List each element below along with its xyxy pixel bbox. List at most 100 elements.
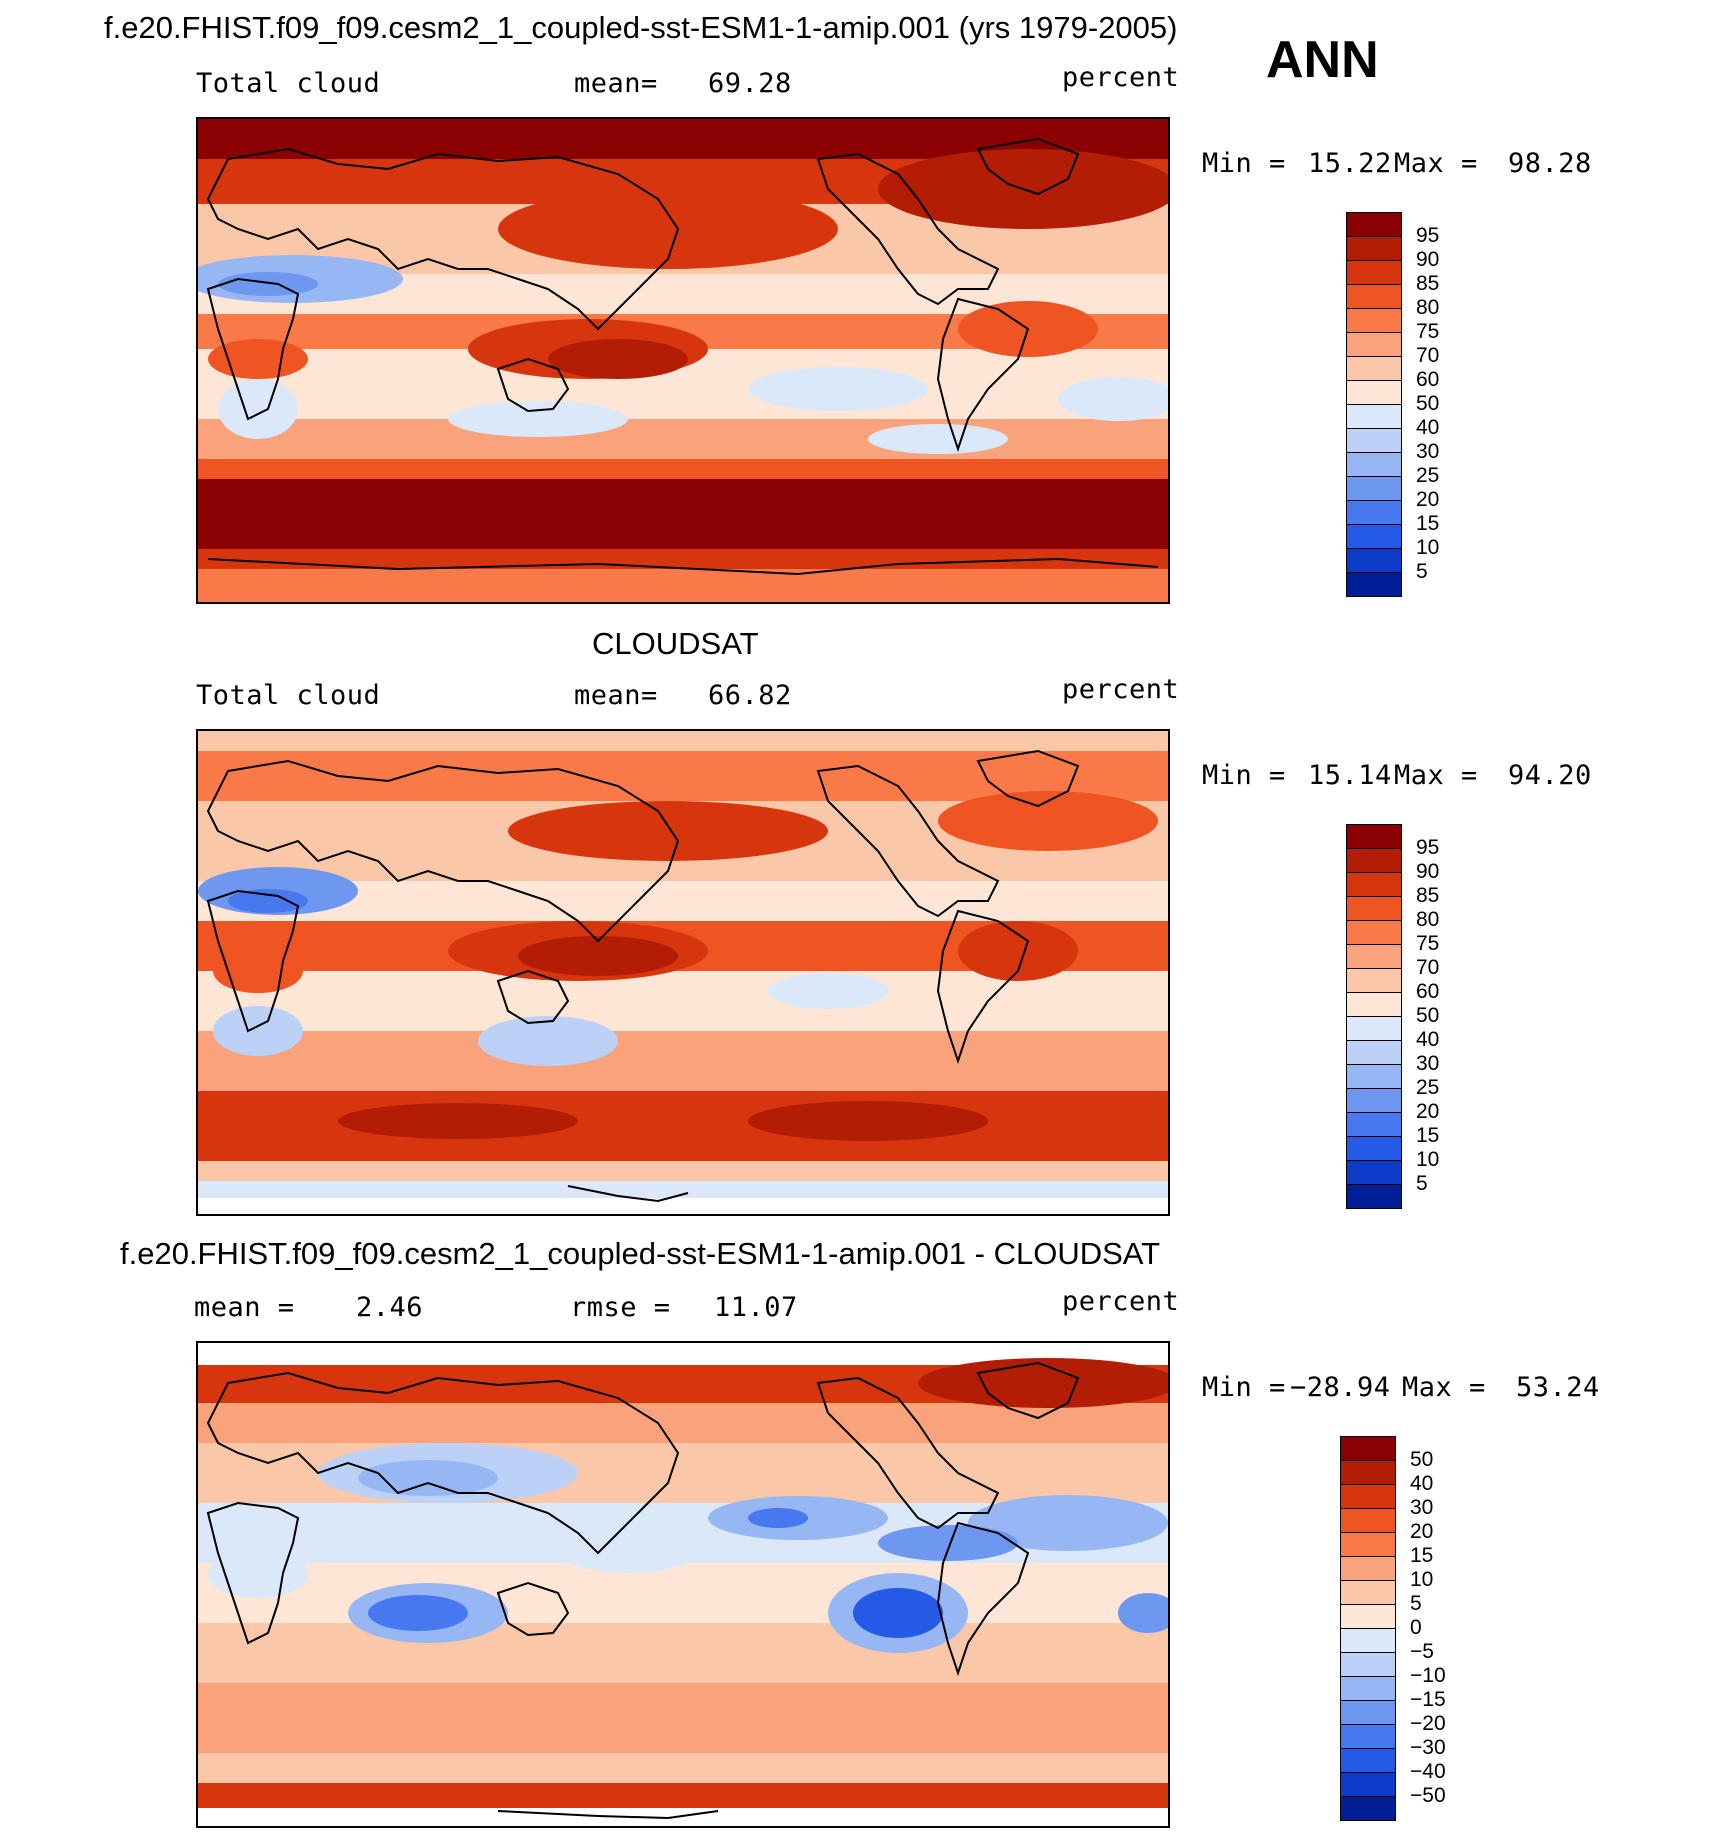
map-model: [196, 117, 1170, 604]
colorbar-model-tick-label: 25: [1416, 464, 1440, 487]
colorbar-diff-tick-label: 50: [1410, 1448, 1434, 1471]
colorbar-model-swatch: [1346, 380, 1402, 405]
colorbar-obs-swatch: [1346, 1160, 1402, 1185]
colorbar-model-swatch: [1346, 548, 1402, 573]
panel-model-max-value: 98.28: [1508, 148, 1592, 179]
colorbar-diff-swatch: [1340, 1460, 1396, 1485]
panel-model-min-label: Min =: [1202, 148, 1286, 179]
colorbar-diff-swatch: [1340, 1652, 1396, 1677]
colorbar-model-tick-label: 80: [1416, 296, 1440, 319]
colorbar-obs-tick-label: 10: [1416, 1148, 1440, 1171]
colorbar-obs-tick-label: 75: [1416, 932, 1440, 955]
panel-obs-max-label: Max =: [1394, 760, 1478, 791]
colorbar-obs-swatch: [1346, 872, 1402, 897]
colorbar-model-tick-label: 70: [1416, 344, 1440, 367]
colorbar-obs-swatch: [1346, 968, 1402, 993]
panel-diff-mean-label: mean =: [194, 1292, 295, 1323]
colorbar-model-swatch: [1346, 524, 1402, 549]
colorbar-diff-swatch: [1340, 1676, 1396, 1701]
colorbar-obs-swatch: [1346, 1016, 1402, 1041]
colorbar-model-swatch: [1346, 572, 1402, 597]
colorbar-obs-swatch: [1346, 992, 1402, 1017]
panel-diff-heading: f.e20.FHIST.f09_f09.cesm2_1_coupled-sst-…: [120, 1236, 1161, 1271]
colorbar-diff-tick-label: −15: [1410, 1688, 1446, 1711]
panel-model-variable: Total cloud: [196, 68, 381, 99]
panel-diff-min-value: −28.94: [1290, 1372, 1391, 1403]
map-obs: [196, 729, 1170, 1216]
colorbar-model-tick-label: 85: [1416, 272, 1440, 295]
colorbar-model-tick-label: 20: [1416, 488, 1440, 511]
panel-obs-max-value: 94.20: [1508, 760, 1592, 791]
panel-obs-heading: CLOUDSAT: [592, 626, 759, 661]
colorbar-obs-swatch: [1346, 848, 1402, 873]
colorbar-model-swatch: [1346, 332, 1402, 357]
colorbar-diff-swatch: [1340, 1724, 1396, 1749]
colorbar-obs-swatch: [1346, 1112, 1402, 1137]
colorbar-diff-swatch: [1340, 1484, 1396, 1509]
panel-diff-rmse-label: rmse =: [570, 1292, 671, 1323]
colorbar-obs-swatch: [1346, 1184, 1402, 1209]
colorbar-model-swatch: [1346, 284, 1402, 309]
colorbar-diff-swatch: [1340, 1700, 1396, 1725]
colorbar-diff-tick-label: −5: [1410, 1640, 1434, 1663]
map-diff-plot: [198, 1343, 1168, 1826]
colorbar-obs-tick-label: 90: [1416, 860, 1440, 883]
colorbar-model-tick-label: 15: [1416, 512, 1440, 535]
colorbar-obs-tick-label: 80: [1416, 908, 1440, 931]
panel-obs-min-value: 15.14: [1308, 760, 1392, 791]
colorbar-model-swatch: [1346, 476, 1402, 501]
panel-obs-mean-value: 66.82: [708, 680, 792, 711]
colorbar-diff-swatch: [1340, 1748, 1396, 1773]
panel-diff-units: percent: [1062, 1286, 1180, 1317]
colorbar-diff-tick-label: 10: [1410, 1568, 1434, 1591]
colorbar-obs-tick-label: 60: [1416, 980, 1440, 1003]
colorbar-model-swatch: [1346, 236, 1402, 261]
colorbar-diff-tick-label: 5: [1410, 1592, 1422, 1615]
colorbar-diff-swatch: [1340, 1604, 1396, 1629]
colorbar-diff-tick-label: 40: [1410, 1472, 1434, 1495]
panel-model-min-value: 15.22: [1308, 148, 1392, 179]
colorbar-diff-tick-label: −40: [1410, 1760, 1446, 1783]
colorbar-diff-tick-label: −10: [1410, 1664, 1446, 1687]
colorbar-model-swatch: [1346, 356, 1402, 381]
colorbar-diff-tick-label: 20: [1410, 1520, 1434, 1543]
figure-title: f.e20.FHIST.f09_f09.cesm2_1_coupled-sst-…: [104, 10, 1178, 45]
colorbar-diff-swatch: [1340, 1556, 1396, 1581]
panel-diff-rmse-value: 11.07: [714, 1292, 798, 1323]
colorbar-model-swatch: [1346, 260, 1402, 285]
colorbar-obs-swatch: [1346, 824, 1402, 849]
colorbar-model-tick-label: 50: [1416, 392, 1440, 415]
colorbar-obs-swatch: [1346, 944, 1402, 969]
colorbar-obs-swatch: [1346, 1040, 1402, 1065]
colorbar-diff-tick-label: −20: [1410, 1712, 1446, 1735]
colorbar-obs-swatch: [1346, 896, 1402, 921]
panel-diff-mean-value: 2.46: [356, 1292, 424, 1323]
colorbar-model-tick-label: 95: [1416, 224, 1440, 247]
colorbar-diff-swatch: [1340, 1796, 1396, 1821]
panel-model-mean-label: mean=: [574, 68, 658, 99]
colorbar-diff-tick-label: 0: [1410, 1616, 1422, 1639]
colorbar-obs-tick-label: 95: [1416, 836, 1440, 859]
colorbar-obs-tick-label: 30: [1416, 1052, 1440, 1075]
colorbar-model-tick-label: 30: [1416, 440, 1440, 463]
panel-obs-variable: Total cloud: [196, 680, 381, 711]
colorbar-obs-tick-label: 25: [1416, 1076, 1440, 1099]
colorbar-diff-swatch: [1340, 1628, 1396, 1653]
colorbar-model-tick-label: 75: [1416, 320, 1440, 343]
colorbar-model-tick-label: 90: [1416, 248, 1440, 271]
colorbar-model-swatch: [1346, 500, 1402, 525]
season-label: ANN: [1266, 31, 1379, 89]
colorbar-obs-swatch: [1346, 1088, 1402, 1113]
colorbar-diff-swatch: [1340, 1772, 1396, 1797]
colorbar-obs-tick-label: 20: [1416, 1100, 1440, 1123]
colorbar-obs-swatch: [1346, 920, 1402, 945]
colorbar-diff-swatch: [1340, 1436, 1396, 1461]
colorbar-diff-swatch: [1340, 1532, 1396, 1557]
panel-diff-min-label: Min =: [1202, 1372, 1286, 1403]
colorbar-model-tick-label: 5: [1416, 560, 1428, 583]
colorbar-obs-tick-label: 50: [1416, 1004, 1440, 1027]
colorbar-obs-tick-label: 15: [1416, 1124, 1440, 1147]
colorbar-obs-tick-label: 70: [1416, 956, 1440, 979]
panel-obs-mean-label: mean=: [574, 680, 658, 711]
panel-model-mean-value: 69.28: [708, 68, 792, 99]
